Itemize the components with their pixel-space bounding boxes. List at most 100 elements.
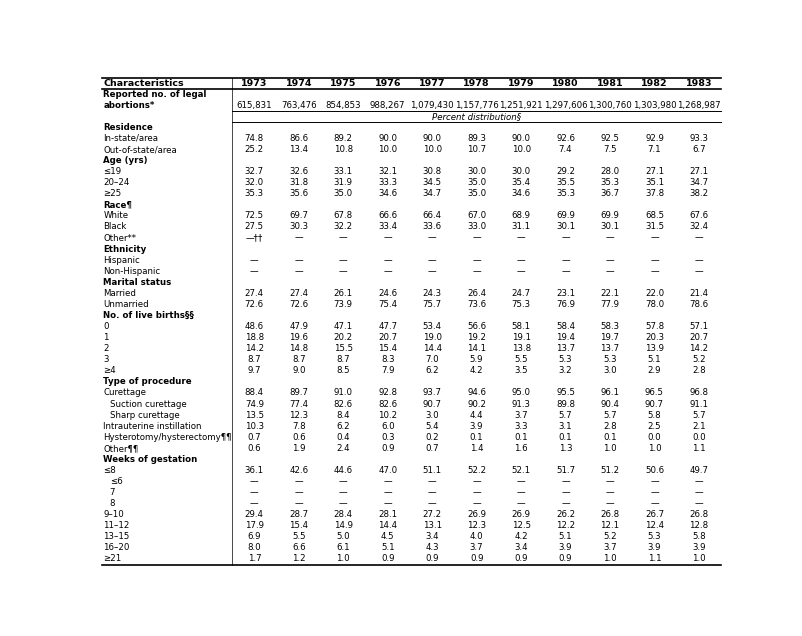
Text: 47.7: 47.7 — [378, 322, 397, 331]
Text: 93.3: 93.3 — [689, 134, 707, 143]
Text: 0.4: 0.4 — [336, 432, 350, 442]
Text: —: — — [472, 256, 480, 265]
Text: 75.4: 75.4 — [378, 300, 397, 309]
Text: 7: 7 — [110, 488, 115, 497]
Text: 32.0: 32.0 — [245, 178, 264, 187]
Text: 8.7: 8.7 — [336, 356, 350, 364]
Text: —: — — [294, 256, 302, 265]
Text: Suction curettage: Suction curettage — [110, 399, 186, 408]
Text: —: — — [694, 477, 703, 486]
Text: 4.3: 4.3 — [425, 543, 439, 553]
Text: 12.8: 12.8 — [688, 522, 707, 530]
Text: 29.2: 29.2 — [555, 167, 574, 176]
Text: 5.2: 5.2 — [691, 356, 705, 364]
Text: 31.8: 31.8 — [289, 178, 308, 187]
Text: 74.9: 74.9 — [245, 399, 264, 408]
Text: abortions*: abortions* — [103, 100, 155, 110]
Text: 5.7: 5.7 — [558, 411, 572, 420]
Text: —: — — [650, 233, 658, 242]
Text: 27.5: 27.5 — [245, 223, 264, 232]
Text: —: — — [650, 499, 658, 508]
Text: 1.0: 1.0 — [691, 555, 705, 563]
Text: 34.6: 34.6 — [378, 190, 397, 198]
Text: 28.7: 28.7 — [289, 510, 308, 519]
Text: 22.1: 22.1 — [600, 289, 619, 298]
Text: Intrauterine instillation: Intrauterine instillation — [103, 422, 202, 431]
Text: 93.7: 93.7 — [422, 389, 441, 398]
Text: 3.9: 3.9 — [691, 543, 705, 553]
Text: 30.1: 30.1 — [555, 223, 574, 232]
Text: —: — — [650, 488, 658, 497]
Text: —: — — [472, 233, 480, 242]
Text: 8.7: 8.7 — [292, 356, 306, 364]
Text: 3.1: 3.1 — [558, 422, 572, 431]
Text: 7.1: 7.1 — [647, 145, 661, 154]
Text: 1,303,980: 1,303,980 — [632, 100, 675, 110]
Text: 47.0: 47.0 — [378, 466, 397, 475]
Text: ≥25: ≥25 — [103, 190, 122, 198]
Text: 34.7: 34.7 — [422, 190, 441, 198]
Text: 35.1: 35.1 — [644, 178, 663, 187]
Text: 73.6: 73.6 — [467, 300, 485, 309]
Text: 90.0: 90.0 — [511, 134, 530, 143]
Text: 3.5: 3.5 — [513, 366, 527, 375]
Text: 26.2: 26.2 — [555, 510, 574, 519]
Text: 24.7: 24.7 — [511, 289, 530, 298]
Text: 8.3: 8.3 — [380, 356, 394, 364]
Text: 27.1: 27.1 — [688, 167, 707, 176]
Text: 96.1: 96.1 — [600, 389, 618, 398]
Text: 3.9: 3.9 — [469, 422, 483, 431]
Text: 1,251,921: 1,251,921 — [499, 100, 542, 110]
Text: 90.4: 90.4 — [600, 399, 618, 408]
Text: 19.6: 19.6 — [289, 333, 308, 342]
Text: Ethnicity: Ethnicity — [103, 245, 147, 254]
Text: 32.1: 32.1 — [378, 167, 397, 176]
Text: 20.7: 20.7 — [688, 333, 707, 342]
Text: 1.0: 1.0 — [336, 555, 350, 563]
Text: 90.0: 90.0 — [422, 134, 441, 143]
Text: Sharp curettage: Sharp curettage — [110, 411, 179, 420]
Text: 14.4: 14.4 — [378, 522, 397, 530]
Text: —: — — [383, 477, 391, 486]
Text: 1.0: 1.0 — [602, 444, 616, 453]
Text: 86.6: 86.6 — [289, 134, 308, 143]
Text: 57.8: 57.8 — [644, 322, 663, 331]
Text: 52.1: 52.1 — [511, 466, 530, 475]
Text: —: — — [427, 266, 436, 276]
Text: 19.0: 19.0 — [422, 333, 441, 342]
Text: 5.3: 5.3 — [558, 356, 572, 364]
Text: 0.1: 0.1 — [558, 432, 572, 442]
Text: 0.6: 0.6 — [247, 444, 261, 453]
Text: Characteristics: Characteristics — [103, 79, 184, 88]
Text: 1.9: 1.9 — [292, 444, 306, 453]
Text: 0.9: 0.9 — [380, 555, 394, 563]
Text: 28.1: 28.1 — [378, 510, 397, 519]
Text: 90.0: 90.0 — [378, 134, 397, 143]
Text: —: — — [561, 477, 569, 486]
Text: 82.6: 82.6 — [334, 399, 352, 408]
Text: 29.4: 29.4 — [245, 510, 264, 519]
Text: 3.4: 3.4 — [425, 532, 439, 541]
Text: Hispanic: Hispanic — [103, 256, 140, 265]
Text: 14.4: 14.4 — [422, 344, 441, 353]
Text: 69.7: 69.7 — [289, 211, 308, 221]
Text: 68.9: 68.9 — [511, 211, 530, 221]
Text: 47.9: 47.9 — [289, 322, 308, 331]
Text: 5.8: 5.8 — [647, 411, 661, 420]
Text: 13.9: 13.9 — [644, 344, 663, 353]
Text: Other¶¶: Other¶¶ — [103, 444, 139, 453]
Text: 30.0: 30.0 — [511, 167, 530, 176]
Text: ≤8: ≤8 — [103, 466, 116, 475]
Text: 32.7: 32.7 — [245, 167, 264, 176]
Text: 5.4: 5.4 — [425, 422, 439, 431]
Text: 92.8: 92.8 — [378, 389, 397, 398]
Text: 78.0: 78.0 — [644, 300, 663, 309]
Text: 32.4: 32.4 — [688, 223, 707, 232]
Text: 15.4: 15.4 — [289, 522, 308, 530]
Text: 1979: 1979 — [507, 79, 533, 88]
Text: 14.2: 14.2 — [688, 344, 707, 353]
Text: Married: Married — [103, 289, 136, 298]
Text: —: — — [561, 233, 569, 242]
Text: 90.2: 90.2 — [467, 399, 485, 408]
Text: Marital status: Marital status — [103, 278, 172, 287]
